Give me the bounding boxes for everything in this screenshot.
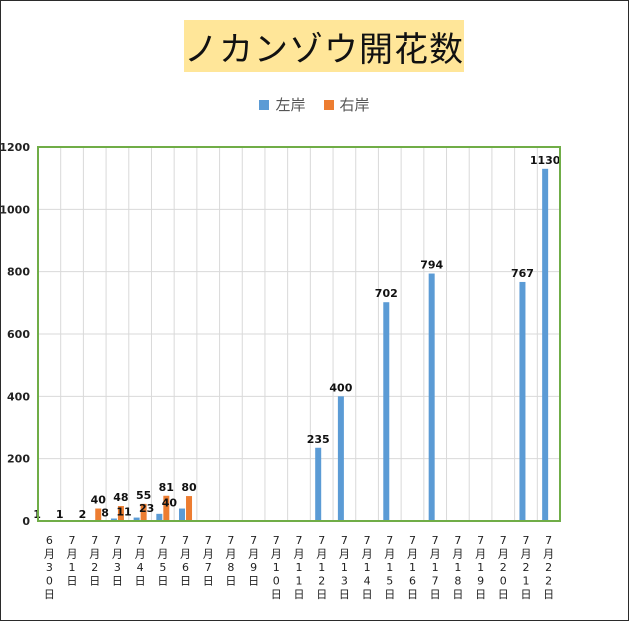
data-label-right-bank: 81 <box>159 481 174 494</box>
bar-left-bank <box>156 513 163 521</box>
bar-left-bank <box>383 302 390 521</box>
y-tick-label: 1000 <box>0 203 30 216</box>
chart-title: ノカンゾウ開花数 <box>184 29 464 70</box>
bar-left-bank <box>337 396 344 521</box>
y-tick-label: 400 <box>7 390 30 403</box>
data-label-right-bank: 55 <box>136 489 151 502</box>
bar-left-bank <box>110 518 117 521</box>
bar-left-bank <box>315 447 322 521</box>
data-label-left-bank: 1130 <box>530 154 561 167</box>
data-label-right-bank: 40 <box>91 494 107 507</box>
data-label-right-bank: 80 <box>181 481 197 494</box>
bar-left-bank <box>428 273 435 521</box>
data-label-left-bank: 767 <box>511 267 534 280</box>
legend-label-left-bank: 左岸 <box>275 96 306 114</box>
bar-right-bank <box>95 508 102 521</box>
legend-item-left-bank: 左岸 <box>259 94 306 115</box>
legend-item-right-bank: 右岸 <box>323 94 370 115</box>
plot-area-border <box>37 146 561 522</box>
data-label-left-bank: 400 <box>329 381 352 394</box>
chart-title-box: ノカンゾウ開花数 <box>184 20 464 72</box>
bar-right-bank <box>163 495 170 521</box>
legend-swatch-right-bank <box>323 99 334 110</box>
bar-left-bank <box>133 517 140 521</box>
legend-label-right-bank: 右岸 <box>339 96 370 114</box>
y-tick-label: 0 <box>22 515 30 528</box>
bar-right-bank <box>140 503 147 521</box>
data-label-right-bank: 48 <box>113 491 128 504</box>
legend: 左岸 右岸 <box>0 94 629 115</box>
y-tick-label: 1200 <box>0 141 30 154</box>
bar-left-bank <box>542 168 549 522</box>
bar-right-bank <box>117 506 124 521</box>
data-label-left-bank: 235 <box>307 433 330 446</box>
data-label-left-bank: 8 <box>101 507 109 520</box>
y-tick-label: 800 <box>7 266 30 279</box>
data-label-left-bank: 1 <box>56 508 64 521</box>
bar-right-bank <box>186 496 193 521</box>
y-tick-label: 200 <box>7 453 30 466</box>
legend-swatch-left-bank <box>259 99 270 110</box>
y-tick-label: 600 <box>7 328 30 341</box>
data-label-left-bank: 702 <box>375 287 398 300</box>
data-label-left-bank: 794 <box>420 259 443 272</box>
data-label-left-bank: 11 <box>116 506 131 519</box>
data-label-left-bank: 2 <box>79 508 87 521</box>
bar-left-bank <box>519 281 526 521</box>
bar-left-bank <box>179 508 186 521</box>
data-label-left-bank: 40 <box>162 497 178 510</box>
data-label-left-bank: 23 <box>139 502 154 515</box>
